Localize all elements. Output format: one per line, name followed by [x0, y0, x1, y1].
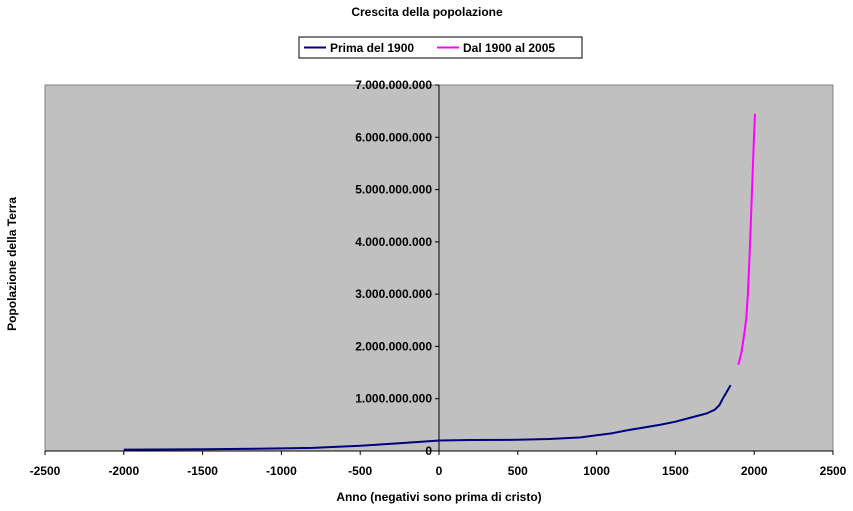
- y-tick-label: 2.000.000.000: [355, 339, 432, 353]
- y-tick-label: 0: [425, 444, 432, 458]
- y-axis-label: Popolazione della Terra: [5, 197, 19, 331]
- series-line-1: [123, 384, 732, 451]
- x-tick-label: 2500: [820, 464, 847, 478]
- x-tick-label: 1000: [583, 464, 610, 478]
- y-tick-label: 3.000.000.000: [355, 287, 432, 301]
- legend-label-2: Dal 1900 al 2005: [463, 41, 555, 55]
- x-axis-label: Anno (negativi sono prima di cristo): [336, 490, 541, 504]
- y-tick-label: 5.000.000.000: [355, 183, 432, 197]
- series-line-2: [737, 113, 756, 365]
- x-tick-label: 500: [508, 464, 528, 478]
- y-tick-label: 6.000.000.000: [355, 130, 432, 144]
- x-tick-label: 0: [436, 464, 443, 478]
- x-tick-label: 1500: [662, 464, 689, 478]
- y-tick-label: 1.000.000.000: [355, 392, 432, 406]
- axes: [44, 84, 834, 455]
- x-tick-label: -2500: [30, 464, 61, 478]
- y-tick-labels: 0 1.000.000.000 2.000.000.000 3.000.000.000…: [355, 78, 432, 458]
- x-tick-label: 2000: [741, 464, 768, 478]
- legend: Prima del 1900 Dal 1900 al 2005: [298, 36, 583, 59]
- x-tick-labels: -2500 -2000 -1500 -1000 -500 0 500 1000 1500 2000…: [30, 464, 847, 478]
- x-tick-label: -500: [348, 464, 372, 478]
- y-tick-label: 4.000.000.000: [355, 235, 432, 249]
- x-tick-label: -2000: [108, 464, 139, 478]
- x-tick-label: -1000: [266, 464, 297, 478]
- y-tick-label: 7.000.000.000: [355, 78, 432, 92]
- x-tick-label: -1500: [187, 464, 218, 478]
- chart-title: Crescita della popolazione: [351, 5, 503, 19]
- series-lines: [123, 113, 756, 451]
- legend-label-1: Prima del 1900: [330, 41, 414, 55]
